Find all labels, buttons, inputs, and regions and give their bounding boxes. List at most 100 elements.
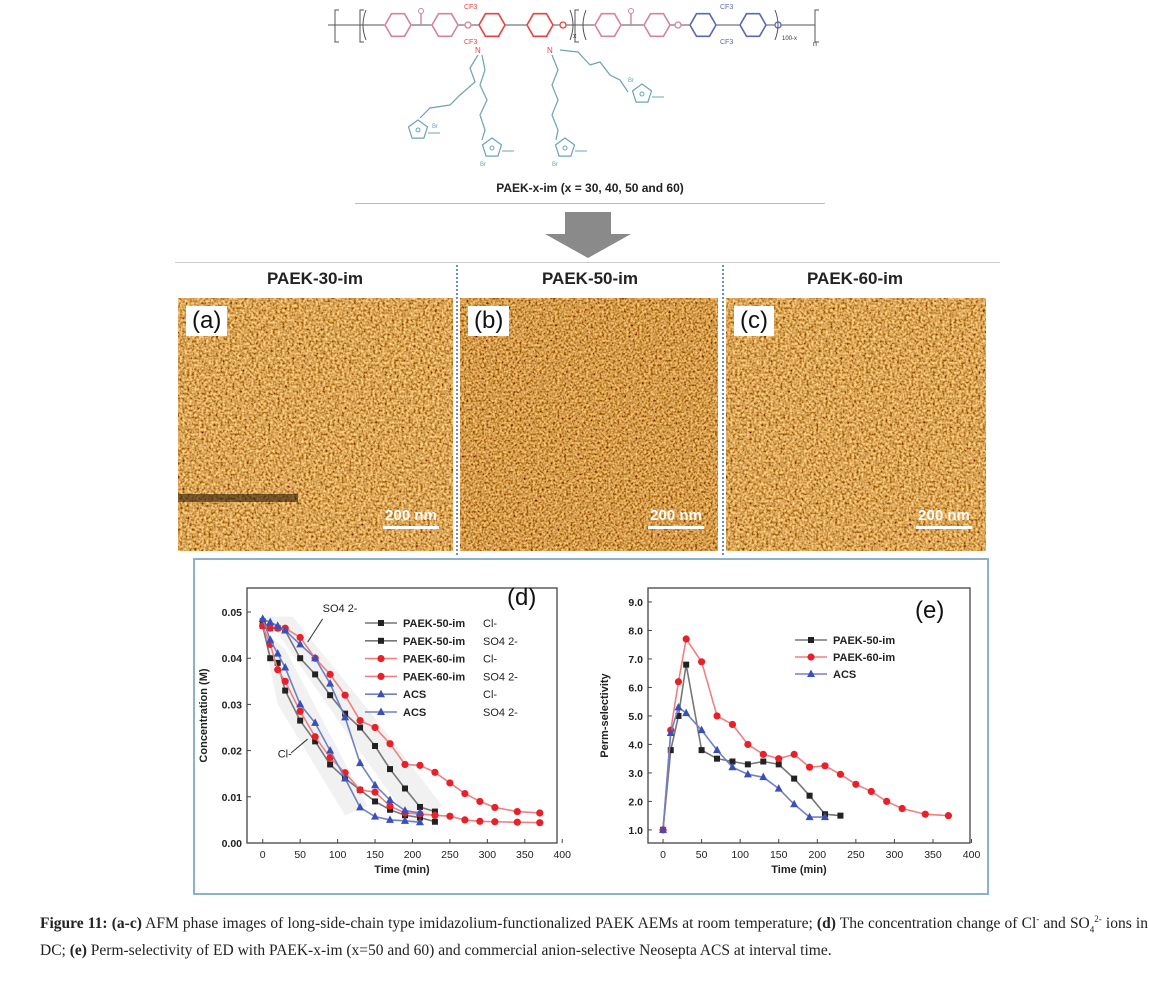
data-point	[790, 750, 798, 758]
y-tick-label: 4.0	[628, 739, 643, 751]
legend-label: PAEK-50-im	[833, 635, 895, 647]
data-point	[744, 740, 752, 749]
alkyl-chain	[479, 54, 488, 141]
x-tick-label: 300	[479, 849, 497, 861]
data-point	[837, 812, 844, 819]
alkyl-chain	[419, 54, 479, 119]
imidazolium-ring	[407, 119, 429, 139]
benzene-ring	[478, 12, 506, 38]
nitrogen-label: N	[547, 46, 553, 55]
polymer-name: PAEK-x-im (x = 30, 40, 50 and 60)	[496, 181, 684, 195]
caption-text: and SO	[1039, 915, 1090, 933]
panel-label-a: (a)	[186, 306, 228, 336]
chart-d: 0 50 100 150 200 250 300 350 400 0.00 0.01 0.02 0.03…	[198, 584, 571, 876]
bromide-label: Br	[552, 162, 558, 168]
panel-label-c: (c)	[734, 306, 774, 336]
oxygen-atom	[418, 8, 424, 14]
y-tick-label: 0.03	[222, 699, 243, 711]
figure-caption: Figure 11: (a-c) AFM phase images of lon…	[40, 908, 1148, 962]
x-tick-label: 150	[770, 849, 788, 861]
caption-label: (e)	[69, 942, 87, 960]
legend-label: PAEK-50-im	[403, 636, 465, 648]
legend-label: PAEK-60-im	[833, 652, 895, 664]
data-point	[296, 707, 304, 715]
data-point	[356, 786, 364, 794]
data-point	[759, 750, 767, 758]
x-tick-label: 350	[924, 849, 942, 861]
data-point	[274, 659, 281, 666]
cf3-label: CF3	[464, 4, 477, 11]
legend-label: ACS	[833, 669, 856, 681]
benzene-ring	[384, 12, 412, 38]
data-point	[326, 753, 334, 762]
data-point	[883, 797, 891, 806]
x-tick-label: 200	[809, 849, 827, 861]
data-point	[898, 804, 906, 813]
series-paek-60-im	[659, 635, 953, 834]
cf3-label: CF3	[720, 4, 733, 11]
positive-charge	[415, 127, 421, 133]
data-point	[401, 760, 409, 769]
data-point	[266, 635, 275, 643]
data-point	[400, 806, 409, 814]
data-point	[274, 666, 282, 674]
imidazolium-ring	[631, 83, 653, 103]
y-tick-label: 1.0	[628, 825, 643, 837]
data-point	[326, 746, 335, 754]
afm-image-b: (b) 200 nm	[460, 298, 718, 551]
y-tick-label: 0.01	[222, 792, 243, 804]
caption-label: (a-c)	[111, 915, 142, 933]
scale-label: 200 nm	[918, 507, 970, 524]
data-point	[431, 818, 438, 825]
benzene-ring	[594, 12, 622, 38]
afm-images-panel: PAEK-30-im PAEK-50-im PAEK-60-im (a) 200…	[175, 262, 1000, 556]
afm-image-c: (c) 200 nm	[726, 298, 986, 551]
data-point	[401, 785, 408, 792]
data-point	[378, 637, 384, 644]
data-point	[714, 755, 721, 762]
x-tick-label: 0	[260, 849, 266, 861]
x-tick-label: 0	[660, 849, 666, 861]
ether-oxygen	[464, 21, 472, 29]
data-point	[258, 614, 267, 622]
chart-e: 0 50 100 150 200 250 300 350 400 1.0 2.0 3.0 4.0 5.0 6…	[599, 587, 980, 876]
data-point	[371, 812, 380, 820]
data-point	[791, 775, 798, 782]
x-tick-label: 350	[516, 849, 534, 861]
bracket	[574, 9, 579, 43]
caption-label: (d)	[816, 915, 836, 933]
legend-label: ACS	[403, 707, 426, 719]
data-point	[867, 787, 875, 796]
data-point	[491, 818, 499, 826]
data-point	[326, 670, 334, 678]
data-point	[282, 687, 289, 694]
data-point	[341, 712, 350, 721]
data-point	[387, 806, 394, 813]
data-point	[311, 718, 320, 726]
x-tick-label: 50	[696, 849, 708, 861]
data-point	[372, 798, 379, 805]
data-point	[341, 691, 349, 699]
plot-frame	[647, 587, 971, 844]
panel-label: (e)	[915, 597, 944, 624]
data-point	[416, 761, 424, 769]
caption-text: AFM phase images of long-side-chain type…	[141, 915, 817, 933]
data-point	[341, 773, 350, 782]
data-point	[371, 788, 379, 796]
data-point	[852, 780, 860, 788]
alkyl-chain	[559, 49, 629, 93]
positive-charge	[639, 91, 645, 97]
bracket	[814, 9, 819, 43]
series-line	[662, 706, 826, 830]
panel-divider	[722, 265, 724, 555]
data-point	[743, 769, 752, 778]
data-point	[372, 742, 379, 749]
ether-oxygen	[674, 21, 682, 29]
bracket	[334, 9, 339, 43]
x-axis-title: Time (min)	[374, 864, 430, 876]
x-axis-title: Time (min)	[771, 864, 827, 876]
data-point	[281, 662, 290, 671]
x-tick-label: 250	[847, 849, 865, 861]
cf3-label: CF3	[464, 39, 477, 46]
